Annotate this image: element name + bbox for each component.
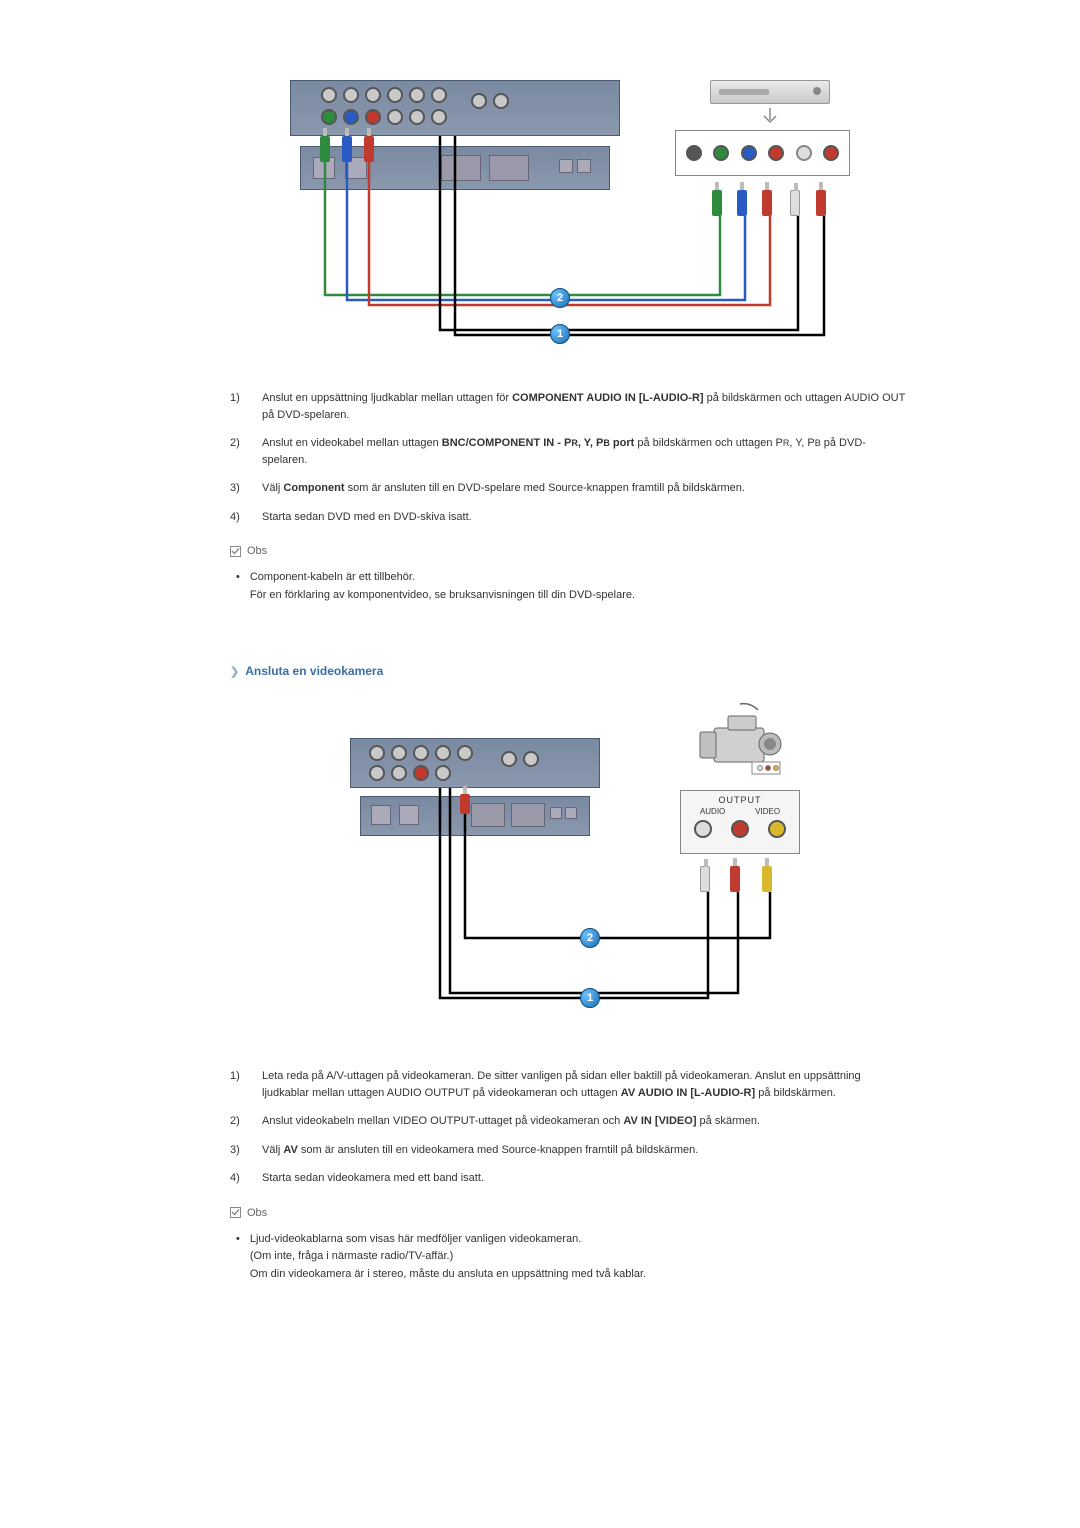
chevron-right-icon: ❯: [230, 665, 239, 678]
monitor-back-top: [290, 80, 620, 136]
step-row: 4) Starta sedan DVD med en DVD-skiva isat…: [230, 509, 910, 526]
note-2: • Ljud-videokablarna som visas här medfö…: [230, 1231, 910, 1284]
marker-1b: 1: [580, 988, 600, 1008]
plug-white2-icon: [700, 866, 710, 892]
diagram-dvd-component: 2 1: [290, 80, 850, 360]
step-number: 2): [230, 435, 244, 468]
step-row: 1) Anslut en uppsättning ljudkablar mella…: [230, 390, 910, 423]
step-text: Välj Component som är ansluten till en D…: [262, 480, 910, 497]
check-icon: [230, 546, 241, 557]
step-row: 3) Välj Component som är ansluten till en…: [230, 480, 910, 497]
obs-label: Obs: [247, 545, 267, 557]
marker-2b: 2: [580, 928, 600, 948]
note-line: Om din videokamera är i stereo, måste du…: [250, 1266, 646, 1284]
note-line: (Om inte, fråga i närmaste radio/TV-affä…: [250, 1248, 646, 1266]
plug-red-m2-icon: [460, 794, 470, 814]
step-text: Anslut en uppsättning ljudkablar mellan …: [262, 390, 910, 423]
step-number: 2): [230, 1113, 244, 1130]
plug-red-m-icon: [364, 136, 374, 162]
section-title-camcorder: ❯ Ansluta en videokamera: [230, 664, 910, 678]
arrow-down-icon: [760, 106, 780, 128]
camcorder-icon: [690, 698, 790, 778]
check-icon: [230, 1207, 241, 1218]
step-number: 4): [230, 509, 244, 526]
monitor-back-top-2: [350, 738, 600, 788]
plug-red-icon: [762, 190, 772, 216]
note-line: Ljud-videokablarna som visas här medfölj…: [250, 1231, 646, 1249]
plug-blue-icon: [737, 190, 747, 216]
marker-1: 1: [550, 324, 570, 344]
plug-white-icon: [790, 190, 800, 216]
page-content: 2 1 1) Anslut en uppsättning ljudkablar m…: [170, 80, 910, 1283]
plug-yellow-icon: [762, 866, 772, 892]
steps-list-1: 1) Anslut en uppsättning ljudkablar mella…: [230, 390, 910, 525]
plug-red3-icon: [730, 866, 740, 892]
step-text: Anslut videokabeln mellan VIDEO OUTPUT-u…: [262, 1113, 910, 1130]
step-text: Anslut en videokabel mellan uttagen BNC/…: [262, 435, 910, 468]
section-title-text: Ansluta en videokamera: [245, 664, 383, 678]
video-label: VIDEO: [755, 807, 780, 816]
steps-list-2: 1) Leta reda på A/V-uttagen på videokamer…: [230, 1068, 910, 1187]
dvd-port-strip: [675, 130, 850, 176]
step-row: 3) Välj AV som är ansluten till en videok…: [230, 1142, 910, 1159]
step-number: 4): [230, 1170, 244, 1187]
diagram-camcorder: OUTPUT AUDIO VIDEO 2 1: [330, 698, 810, 1038]
step-text: Starta sedan videokamera med ett band is…: [262, 1170, 910, 1187]
plug-green-m-icon: [320, 136, 330, 162]
note-line: Component-kabeln är ett tillbehör.: [250, 569, 635, 587]
step-row: 4) Starta sedan videokamera med ett band …: [230, 1170, 910, 1187]
step-text: Välj AV som är ansluten till en videokam…: [262, 1142, 910, 1159]
note-1: • Component-kabeln är ett tillbehör.För …: [230, 569, 910, 604]
step-number: 1): [230, 1068, 244, 1101]
step-number: 1): [230, 390, 244, 423]
step-row: 2) Anslut en videokabel mellan uttagen BN…: [230, 435, 910, 468]
camcorder-output-box: OUTPUT AUDIO VIDEO: [680, 790, 800, 854]
step-text: Starta sedan DVD med en DVD-skiva isatt.: [262, 509, 910, 526]
plug-green-icon: [712, 190, 722, 216]
bullet-icon: •: [236, 569, 240, 604]
obs-row: Obs: [230, 545, 910, 557]
marker-2: 2: [550, 288, 570, 308]
step-row: 2) Anslut videokabeln mellan VIDEO OUTPUT…: [230, 1113, 910, 1130]
note-line: För en förklaring av komponentvideo, se …: [250, 587, 635, 605]
step-text: Leta reda på A/V-uttagen på videokameran…: [262, 1068, 910, 1101]
audio-label: AUDIO: [700, 807, 725, 816]
monitor-back-bottom-2: [360, 796, 590, 836]
obs-label: Obs: [247, 1207, 267, 1219]
plug-blue-m-icon: [342, 136, 352, 162]
plug-red2-icon: [816, 190, 826, 216]
bullet-icon: •: [236, 1231, 240, 1284]
step-row: 1) Leta reda på A/V-uttagen på videokamer…: [230, 1068, 910, 1101]
step-number: 3): [230, 1142, 244, 1159]
output-label: OUTPUT: [685, 795, 795, 805]
step-number: 3): [230, 480, 244, 497]
obs-row-2: Obs: [230, 1207, 910, 1219]
dvd-player-icon: [710, 80, 830, 104]
